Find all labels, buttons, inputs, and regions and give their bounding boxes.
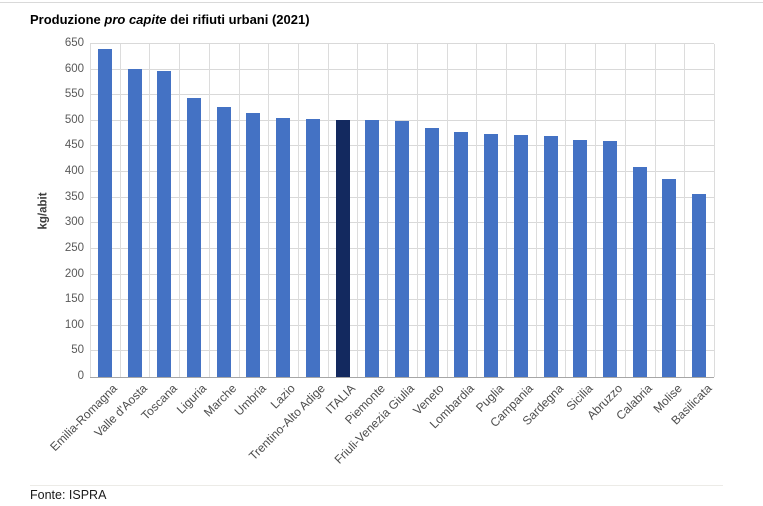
v-gridline [624, 44, 626, 377]
v-gridline [476, 44, 478, 377]
v-gridline [268, 44, 270, 377]
y-tick-label: 550 [64, 88, 84, 101]
y-tick-label: 100 [64, 318, 84, 331]
bar-lombardia [454, 132, 469, 377]
v-gridline [654, 44, 656, 377]
chart-title-prefix: Produzione [30, 12, 105, 27]
bar-molise [662, 179, 677, 377]
top-divider [0, 2, 763, 3]
v-gridline [387, 44, 389, 377]
v-gridline [327, 44, 329, 377]
y-tick-label: 600 [64, 62, 84, 75]
bar-puglia [484, 134, 499, 377]
v-gridline [506, 44, 507, 377]
bar-veneto [424, 128, 439, 377]
y-tick-label: 350 [64, 190, 84, 203]
y-tick-label: 650 [64, 37, 84, 49]
v-gridline [416, 44, 418, 377]
bar-basilicata [692, 194, 707, 377]
h-gridline [90, 94, 714, 96]
x-axis-line [90, 377, 714, 378]
v-gridline [149, 44, 151, 377]
v-gridline [714, 44, 715, 377]
v-gridline [179, 44, 181, 377]
v-gridline [446, 44, 448, 377]
x-axis-label: Marche [200, 381, 239, 420]
v-gridline [595, 44, 597, 377]
x-axis-label: Umbria [231, 381, 269, 419]
bar-liguria [187, 98, 201, 377]
bar-sardegna [543, 136, 558, 377]
bar-emilia-romagna [97, 49, 112, 377]
bar-campania [513, 135, 528, 377]
y-tick-label: 300 [64, 216, 84, 229]
y-tick-label: 250 [64, 241, 84, 254]
h-gridline [90, 43, 714, 44]
bar-trentino-alto-adige [305, 119, 320, 377]
bar-italia [335, 120, 350, 377]
chart-title: Produzione pro capite dei rifiuti urbani… [30, 12, 310, 27]
h-gridline [90, 119, 714, 121]
bar-toscana [157, 71, 172, 377]
h-gridline [90, 68, 714, 70]
v-gridline [298, 44, 299, 377]
bar-umbria [246, 113, 261, 377]
v-gridline [565, 44, 567, 377]
y-tick-label: 400 [64, 165, 84, 178]
y-tick-label: 50 [71, 344, 84, 357]
plot-area [90, 43, 715, 378]
chart-title-italic: pro capite [104, 12, 167, 27]
chart-title-suffix: dei rifiuti urbani (2021) [166, 12, 310, 27]
y-tick-label: 200 [64, 267, 84, 280]
bar-friuli-venezia-giulia [395, 121, 409, 377]
v-gridline [208, 44, 210, 377]
y-tick-label: 150 [64, 293, 84, 306]
v-gridline [238, 44, 240, 377]
bar-abruzzo [603, 141, 617, 377]
bar-piemonte [365, 120, 380, 377]
y-tick-label: 0 [77, 370, 84, 382]
v-gridline [90, 44, 91, 377]
v-gridline [119, 44, 121, 377]
v-gridline [357, 44, 359, 377]
bar-sicilia [573, 140, 588, 377]
bar-lazio [276, 118, 291, 377]
v-gridline [535, 44, 537, 377]
bar-calabria [632, 167, 647, 377]
source-divider [30, 485, 723, 486]
y-tick-label: 450 [64, 139, 84, 152]
y-tick-label: 500 [64, 113, 84, 126]
source-text: Fonte: ISPRA [30, 488, 107, 502]
bar-valle-d-aosta [127, 69, 142, 377]
v-gridline [684, 44, 686, 377]
bar-marche [216, 107, 231, 377]
